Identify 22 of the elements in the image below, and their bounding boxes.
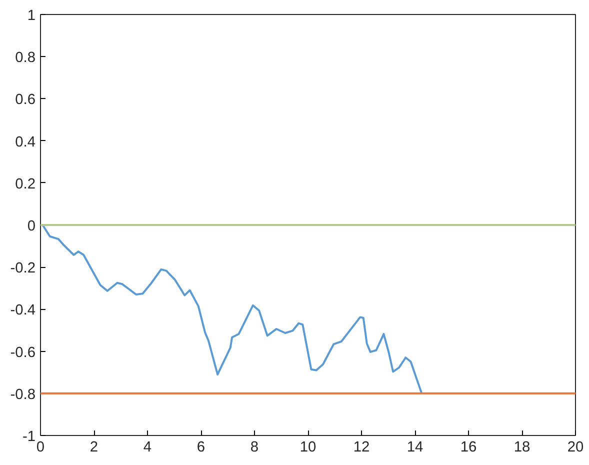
x-tick-label: 4 [143,440,152,456]
y-tick-label: 0 [27,218,36,234]
y-tick-label: 0.6 [15,92,36,108]
y-tick-label: 0.8 [15,50,36,66]
line-series [40,224,423,394]
x-tick-label: 10 [300,440,316,456]
y-tick-label: -0.6 [10,344,36,361]
y-tick-label: 0.2 [15,176,36,192]
x-tick-label: 6 [196,440,206,456]
y-tick-label: 1 [27,8,36,24]
x-tick-label: 2 [90,440,98,456]
y-tick-label: 0.4 [15,134,36,150]
y-tick-label: -0.2 [10,260,36,277]
x-tick-label: 18 [514,440,530,456]
x-tick-label: 12 [353,440,370,456]
x-tick-label: 14 [406,440,424,456]
y-tick-label: -0.4 [10,302,36,319]
y-tick-label: -1 [22,429,36,445]
y-tick-label: -0.8 [10,386,36,403]
x-tick-label: 16 [460,440,477,456]
x-tick-label: 8 [250,440,259,456]
x-tick-label: 20 [567,440,584,456]
